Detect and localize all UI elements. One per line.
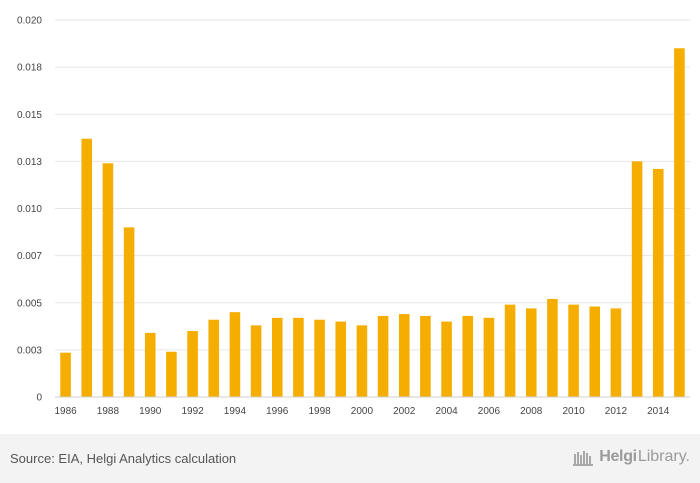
bar-2014 — [652, 168, 664, 397]
helgi-library-logo[interactable]: Helgi Library. — [573, 448, 690, 466]
bar-2001 — [377, 315, 389, 397]
x-tick-label: 1994 — [224, 406, 247, 417]
y-tick-label: 0.013 — [17, 157, 42, 168]
x-tick-label: 2014 — [647, 406, 670, 417]
y-tick-label: 0.003 — [17, 345, 42, 356]
bar-1986 — [60, 352, 71, 397]
y-tick-label: 0.007 — [17, 251, 42, 262]
y-axis-ticks: 0 0.003 0.005 0.007 0.010 0.013 0.015 0.018 0.02… — [17, 16, 42, 404]
bar-2005 — [462, 315, 474, 397]
x-tick-label: 2008 — [520, 406, 543, 417]
x-tick-label: 1998 — [308, 406, 331, 417]
bar-2002 — [398, 314, 410, 397]
bar-2012 — [610, 308, 622, 397]
bar-1990 — [144, 332, 156, 397]
bar-2008 — [525, 308, 537, 397]
brand-suffix: Library. — [637, 448, 690, 465]
y-tick-label: 0.018 — [17, 63, 42, 74]
bar-1998 — [314, 319, 325, 397]
bar-2003 — [420, 315, 431, 397]
bar-1989 — [123, 227, 135, 397]
bar-2007 — [504, 304, 516, 397]
bar-2013 — [631, 161, 643, 397]
y-tick-label: 0.015 — [17, 110, 42, 121]
bar-2000 — [356, 325, 368, 397]
x-tick-label: 2002 — [393, 406, 416, 417]
bar-2006 — [483, 317, 495, 397]
y-tick-label: 0.010 — [17, 204, 42, 215]
bar-1997 — [293, 317, 304, 397]
bar-chart: 0 0.003 0.005 0.007 0.010 0.013 0.015 0.018 0.02… — [17, 16, 690, 417]
bar-1987 — [81, 138, 93, 397]
x-tick-label: 1990 — [139, 406, 162, 417]
y-tick-label: 0 — [36, 393, 42, 404]
x-axis-ticks: 1986 1988 1990 1992 1994 1996 1998 2000 2002 2004… — [54, 406, 669, 417]
x-tick-label: 2000 — [351, 406, 374, 417]
bar-1992 — [187, 331, 198, 397]
brand-name: Helgi — [599, 448, 637, 465]
source-note: Source: EIA, Helgi Analytics calculation — [10, 451, 237, 466]
x-tick-label: 2004 — [435, 406, 458, 417]
bar-1996 — [271, 317, 283, 397]
bar-1993 — [208, 319, 220, 397]
bar-1999 — [335, 321, 347, 397]
bar-1991 — [166, 351, 177, 397]
bar-2011 — [589, 306, 601, 397]
bars — [60, 48, 685, 398]
gridlines — [55, 19, 690, 351]
x-tick-label: 1992 — [181, 406, 204, 417]
x-tick-label: 2010 — [562, 406, 585, 417]
y-tick-label: 0.005 — [17, 298, 42, 309]
footer: Source: EIA, Helgi Analytics calculation… — [0, 434, 700, 483]
bar-2004 — [441, 321, 452, 397]
x-tick-label: 2006 — [478, 406, 501, 417]
x-tick-label: 2012 — [605, 406, 628, 417]
bar-1994 — [229, 312, 241, 397]
bar-2010 — [568, 304, 579, 397]
x-tick-label: 1988 — [97, 406, 120, 417]
library-icon — [573, 451, 594, 466]
y-tick-label: 0.020 — [17, 16, 42, 27]
x-tick-label: 1986 — [54, 406, 77, 417]
bar-1988 — [102, 163, 114, 397]
bar-2009 — [547, 298, 558, 397]
bar-1995 — [250, 325, 262, 397]
x-tick-label: 1996 — [266, 406, 289, 417]
bar-2015 — [674, 48, 685, 398]
